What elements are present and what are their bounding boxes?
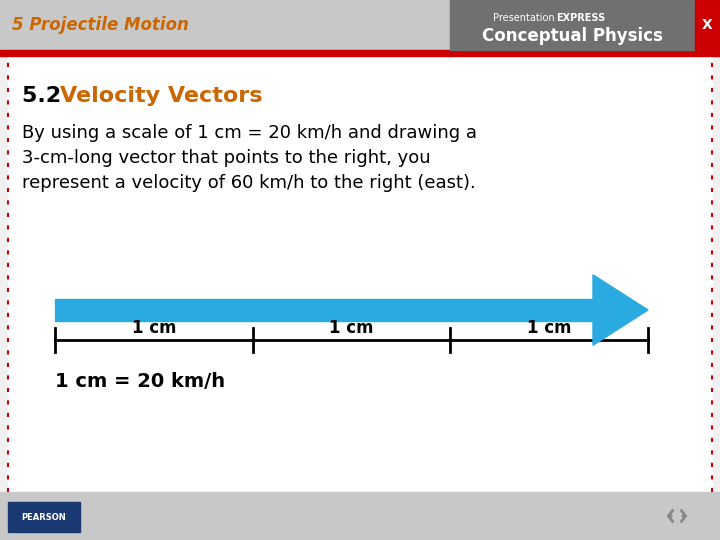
Bar <box>8 56 712 492</box>
Text: 1 cm: 1 cm <box>527 319 572 337</box>
Bar <box>695 0 720 50</box>
Bar <box>0 0 720 50</box>
Text: 1 cm: 1 cm <box>329 319 374 337</box>
Text: 1 cm: 1 cm <box>132 319 176 337</box>
Text: 5.2: 5.2 <box>22 86 69 106</box>
Bar <box>450 0 695 50</box>
Bar <box>8 502 80 532</box>
Text: PEARSON: PEARSON <box>22 512 66 522</box>
Text: Conceptual Physics: Conceptual Physics <box>482 27 663 45</box>
Bar <box>55 299 598 321</box>
Text: Velocity Vectors: Velocity Vectors <box>60 86 263 106</box>
Text: Presentation: Presentation <box>493 13 554 23</box>
Bar <box>0 50 720 56</box>
Bar <box>0 492 720 540</box>
Text: 1 cm = 20 km/h: 1 cm = 20 km/h <box>55 372 225 391</box>
Polygon shape <box>593 275 648 345</box>
Text: EXPRESS: EXPRESS <box>557 13 606 23</box>
Text: X: X <box>702 18 713 32</box>
Text: 5 Projectile Motion: 5 Projectile Motion <box>12 16 189 34</box>
Text: By using a scale of 1 cm = 20 km/h and drawing a
3-cm-long vector that points to: By using a scale of 1 cm = 20 km/h and d… <box>22 124 477 192</box>
